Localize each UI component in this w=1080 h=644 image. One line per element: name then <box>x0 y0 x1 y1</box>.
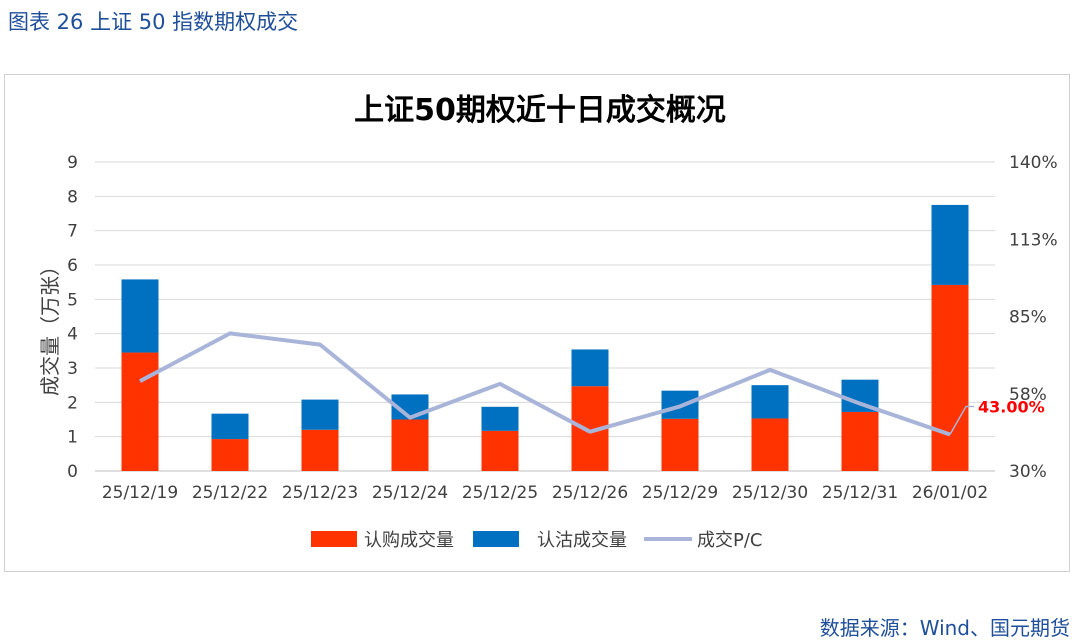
y-tick-label: 9 <box>67 153 78 173</box>
source-note: 数据来源：Wind、国元期货 <box>819 616 1070 640</box>
call-volume-bar <box>481 430 519 471</box>
legend-label-call: 认购成交量 <box>364 530 454 551</box>
y-axis-label: 成交量（万张） <box>38 256 62 396</box>
chart-title: 上证50期权近十日成交概况 <box>354 93 726 128</box>
y2-tick-label: 30% <box>1009 462 1047 482</box>
y-tick-label: 2 <box>67 393 78 413</box>
call-volume-bar <box>841 411 879 471</box>
legend: 认购成交量 认沽成交量 成交P/C <box>311 530 763 551</box>
x-tick-label: 25/12/26 <box>552 483 628 503</box>
pc-ratio-line <box>139 331 951 437</box>
x-tick-label: 25/12/24 <box>372 483 448 503</box>
x-tick-label: 25/12/29 <box>642 483 718 503</box>
call-volume-bar <box>391 419 429 471</box>
y2-tick-label: 140% <box>1009 153 1058 173</box>
put-volume-bar <box>301 399 339 430</box>
y-tick-label: 0 <box>67 462 78 482</box>
legend-swatch-call <box>311 531 357 547</box>
x-tick-label: 25/12/25 <box>462 483 538 503</box>
call-volume-bar <box>121 352 159 471</box>
x-tick-label: 25/12/30 <box>732 483 808 503</box>
legend-swatch-put <box>473 531 519 547</box>
pc-line-layer <box>139 331 951 437</box>
y-tick-label: 1 <box>67 428 78 448</box>
call-volume-bar <box>751 418 789 471</box>
call-volume-bar <box>301 429 339 471</box>
pc-annotation-label: 43.00% <box>978 397 1045 416</box>
y2-tick-label: 85% <box>1009 308 1047 328</box>
y-tick-label: 6 <box>67 256 78 276</box>
y2-ticks: 30% 58% 85% 113% 140% <box>1009 153 1058 482</box>
x-tick-label: 25/12/19 <box>102 483 178 503</box>
put-volume-bar <box>211 413 249 440</box>
bars <box>121 204 969 471</box>
y2-tick-label: 58% <box>1009 385 1047 405</box>
y-ticks: 0 1 2 3 4 5 6 7 8 9 <box>67 153 78 482</box>
call-volume-bar <box>931 284 969 471</box>
annotation-leader <box>949 405 974 435</box>
call-volume-bar <box>661 418 699 471</box>
x-tick-label: 25/12/23 <box>282 483 358 503</box>
put-volume-bar <box>571 349 609 387</box>
y-tick-label: 3 <box>67 359 78 379</box>
legend-label-pc: 成交P/C <box>697 530 763 551</box>
y-tick-label: 7 <box>67 222 78 242</box>
put-volume-bar <box>121 279 159 353</box>
put-volume-bar <box>931 204 969 285</box>
figure-caption: 图表 26 上证 50 指数期权成交 <box>8 10 299 34</box>
y-tick-label: 8 <box>67 187 78 207</box>
legend-label-put: 认沽成交量 <box>537 530 627 551</box>
x-tick-label: 26/01/02 <box>912 483 988 503</box>
y-tick-label: 5 <box>67 290 78 310</box>
annotation-layer: 43.00% <box>949 397 1045 435</box>
y-tick-label: 4 <box>67 325 78 345</box>
put-volume-bar <box>751 385 789 419</box>
x-tick-label: 25/12/31 <box>822 483 898 503</box>
y2-tick-label: 113% <box>1009 230 1058 250</box>
put-volume-bar <box>481 406 519 431</box>
call-volume-bar <box>211 439 249 471</box>
chart-frame <box>4 74 1070 572</box>
x-tick-label: 25/12/22 <box>192 483 268 503</box>
x-ticks: 25/12/19 25/12/22 25/12/23 25/12/24 25/12/25… <box>102 483 988 503</box>
